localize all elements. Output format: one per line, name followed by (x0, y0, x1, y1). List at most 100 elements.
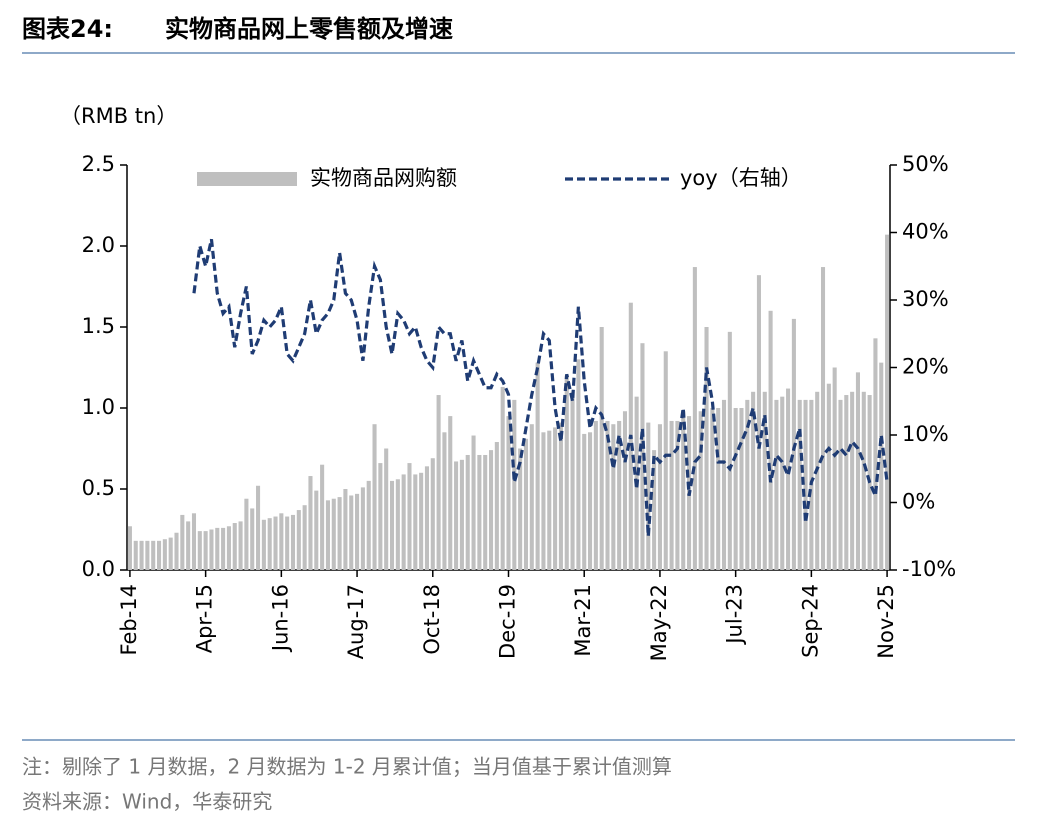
bar (518, 448, 523, 570)
bar (803, 399, 808, 570)
y-tick-label: 1.0 (82, 395, 115, 419)
bar (529, 424, 534, 570)
x-tick-label: Nov-25 (874, 584, 898, 659)
bar (413, 474, 418, 570)
bar (844, 395, 849, 570)
bar (523, 438, 529, 570)
bar (786, 388, 791, 570)
x-tick-label: Mar-21 (571, 584, 595, 657)
bar (273, 516, 278, 570)
bar (133, 540, 138, 570)
bar (168, 537, 173, 570)
bar (698, 411, 703, 570)
bar (139, 540, 144, 570)
chart-title: 实物商品网上零售额及增速 (165, 15, 453, 43)
y-tick-label: 1.5 (82, 314, 115, 338)
bar (611, 424, 616, 570)
bar (151, 540, 156, 570)
bar (331, 498, 336, 570)
bar (646, 422, 651, 570)
bar (302, 505, 307, 570)
bar (553, 427, 558, 570)
y-tick-label: 0.0 (82, 557, 115, 581)
bar (745, 399, 750, 570)
bar (407, 463, 412, 570)
bar (325, 500, 330, 570)
bar (436, 395, 441, 570)
bar (389, 480, 395, 570)
y-tick-label: 0.5 (82, 476, 115, 500)
bar (599, 327, 604, 570)
bar (454, 461, 459, 570)
bar (483, 454, 488, 570)
bar (156, 540, 162, 570)
bar (244, 498, 249, 570)
bar (873, 338, 878, 570)
bar (564, 375, 569, 570)
bar (716, 408, 721, 570)
x-tick-label: Feb-14 (117, 584, 141, 655)
legend-swatch (197, 172, 297, 186)
bar (488, 450, 494, 570)
legend-label: 实物商品网购额 (310, 166, 457, 190)
bar (180, 514, 185, 570)
bar (593, 420, 598, 570)
bar (360, 487, 365, 570)
bar (197, 531, 202, 570)
bar (832, 367, 837, 570)
bar (582, 433, 587, 570)
bar (704, 327, 709, 570)
bar (547, 430, 552, 570)
bar (512, 399, 517, 570)
bar (471, 435, 476, 570)
bar (221, 527, 226, 570)
y2-tick-label: 40% (902, 220, 949, 244)
figure-label: 图表24: (22, 15, 113, 43)
bar (669, 420, 674, 570)
y2-tick-label: -10% (902, 557, 956, 581)
bar (226, 526, 231, 570)
bar (588, 432, 593, 570)
source: 资料来源：Wind，华泰研究 (22, 790, 272, 814)
y-axis-label: （RMB tn） (60, 104, 177, 128)
bar (442, 432, 447, 570)
x-tick-label: Apr-15 (193, 584, 217, 653)
bar (290, 514, 296, 570)
bar (541, 432, 546, 570)
bar (203, 531, 208, 570)
bar (710, 408, 715, 570)
x-tick-label: Jul-23 (723, 584, 747, 646)
bar (162, 539, 167, 570)
bar (285, 516, 290, 570)
bar (465, 454, 470, 570)
bar (681, 411, 686, 570)
y2-tick-label: 30% (902, 287, 949, 311)
bar (215, 527, 220, 570)
bar (885, 234, 890, 570)
bar (855, 372, 861, 570)
bar (762, 391, 767, 570)
bar (535, 362, 540, 570)
bar (232, 523, 237, 570)
bar (366, 480, 371, 570)
x-tick-label: May-22 (647, 584, 671, 661)
bar (349, 495, 354, 570)
bar (558, 422, 563, 570)
bar (448, 416, 453, 570)
bar (343, 489, 348, 570)
bar (314, 490, 319, 570)
bar (337, 497, 342, 570)
bar (296, 510, 301, 570)
bar (820, 267, 826, 570)
bar (372, 424, 377, 570)
x-tick-label: Jun-16 (268, 584, 292, 653)
y2-tick-label: 20% (902, 355, 949, 379)
bar (384, 448, 389, 570)
bar (494, 442, 499, 570)
bar (721, 399, 727, 570)
x-tick-label: Oct-18 (420, 584, 444, 655)
bar (145, 540, 150, 570)
bar (174, 532, 179, 570)
bar (657, 424, 662, 570)
